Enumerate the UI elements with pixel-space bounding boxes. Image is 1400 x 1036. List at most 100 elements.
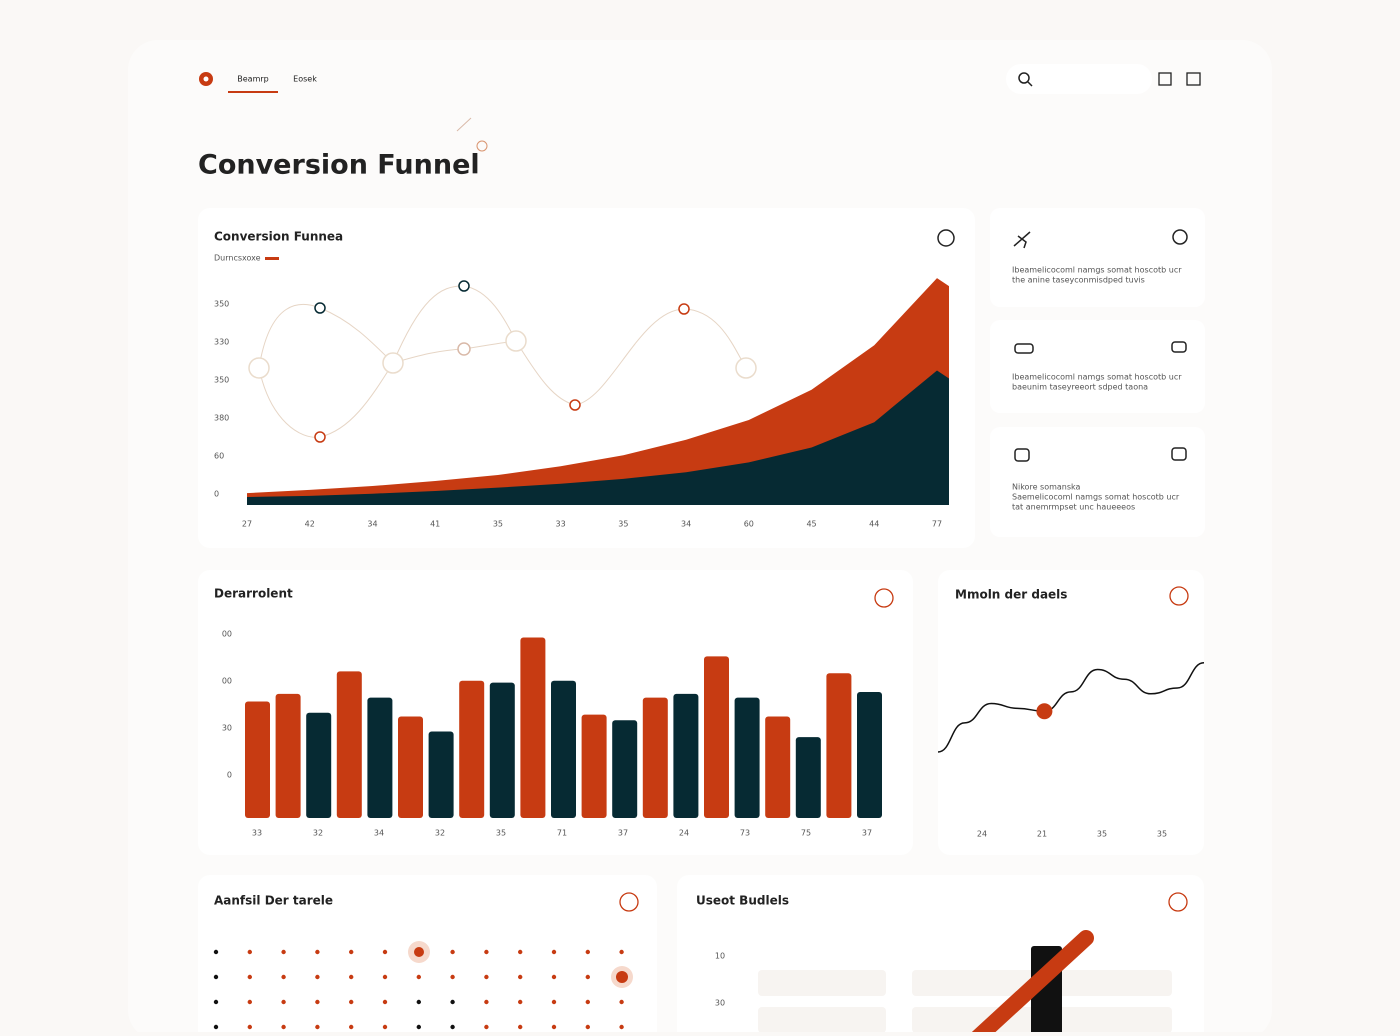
dot <box>619 999 624 1005</box>
bar <box>795 737 821 818</box>
legend-swatch <box>265 257 279 260</box>
dot <box>281 949 286 955</box>
dot <box>518 974 523 980</box>
chart-title: Aanfsil Der tarele <box>214 894 333 908</box>
dot <box>518 1024 523 1030</box>
dot <box>213 949 219 955</box>
bus-icon <box>1171 447 1187 461</box>
dot <box>416 1024 421 1030</box>
card <box>990 208 1205 307</box>
x-tick-label: 34 <box>681 520 691 529</box>
x-tick-label: 21 <box>1037 830 1047 839</box>
dot <box>450 1024 455 1030</box>
bar <box>489 682 515 818</box>
dot <box>247 999 252 1005</box>
x-tick-label: 41 <box>430 520 440 529</box>
dot <box>247 974 252 980</box>
card <box>990 427 1205 537</box>
search-icon <box>1018 72 1030 84</box>
bar <box>704 656 729 818</box>
x-tick-label: 77 <box>932 520 942 529</box>
dot <box>484 949 489 955</box>
x-tick-label: 71 <box>557 829 567 838</box>
decor <box>476 140 488 152</box>
plane-icon <box>1013 231 1031 249</box>
search-icon <box>1027 81 1033 87</box>
decor-markers <box>248 280 757 443</box>
budget-row <box>758 970 886 996</box>
dot <box>416 999 421 1005</box>
area <box>247 278 949 505</box>
chart-title: Conversion Funnea <box>214 230 343 244</box>
x-tick-label: 27 <box>242 520 252 529</box>
clock-icon[interactable] <box>1172 229 1188 245</box>
y-tick-label: 00 <box>222 677 232 686</box>
x-tick-label: 35 <box>618 520 628 529</box>
x-tick-label: 73 <box>740 829 750 838</box>
bar <box>826 673 852 818</box>
card-text: Ibeamelicocoml namgs somat hoscotb ucr <box>1012 373 1182 382</box>
dot <box>315 1024 320 1030</box>
x-tick-label: 33 <box>252 829 262 838</box>
y-tick-label: 00 <box>222 630 232 639</box>
y-tick-label: 380 <box>214 414 229 423</box>
dot <box>281 999 286 1005</box>
dot <box>484 999 489 1005</box>
card-text: Ibeamelicocoml namgs somat hoscotb ucr <box>1012 266 1182 275</box>
y-tick-label: 0 <box>214 490 219 499</box>
calendar-icon[interactable] <box>1158 72 1172 86</box>
dot <box>349 999 354 1005</box>
x-tick-label: 32 <box>313 829 323 838</box>
dot <box>585 1024 590 1030</box>
dot <box>484 974 489 980</box>
dot <box>551 949 557 955</box>
dot <box>281 974 286 980</box>
bar <box>336 671 362 818</box>
search-box[interactable] <box>1006 64 1152 94</box>
dot <box>315 999 320 1005</box>
clock-icon[interactable] <box>937 229 955 247</box>
dot <box>585 949 590 955</box>
page-title: Conversion Funnel <box>198 150 480 181</box>
bar <box>612 720 638 818</box>
car-icon <box>1014 343 1034 354</box>
dot <box>382 949 388 955</box>
x-tick-label: 35 <box>496 829 506 838</box>
dot <box>213 1024 219 1030</box>
bar <box>551 680 576 818</box>
x-tick-label: 42 <box>305 520 315 529</box>
car-icon <box>1171 341 1187 353</box>
y-tick-label: 10 <box>715 952 725 961</box>
x-tick-label: 34 <box>374 829 384 838</box>
card-text: Saemelicocoml namgs somat hoscotb ucr <box>1012 493 1180 502</box>
budget-trend <box>968 930 1094 1036</box>
y-tick-label: 350 <box>214 376 229 385</box>
bar <box>245 701 270 818</box>
dot <box>382 974 388 980</box>
dot <box>247 949 252 955</box>
arrow-icons[interactable] <box>619 586 1189 912</box>
x-tick-label: 24 <box>977 830 987 839</box>
card-text: the anine taseyconmisdped tuvis <box>1012 276 1145 285</box>
x-tick-label: 75 <box>801 829 811 838</box>
nav-tab[interactable]: Eosek <box>293 75 317 84</box>
bar <box>459 680 485 818</box>
bar <box>428 731 454 818</box>
calendar-icon[interactable] <box>1186 72 1201 86</box>
highlight-point <box>1036 703 1053 720</box>
area <box>247 370 949 505</box>
dot <box>213 974 219 980</box>
x-tick-label: 44 <box>869 520 879 529</box>
bar <box>734 697 760 818</box>
card-text: tat anemrmpset unc haueeeos <box>1012 503 1135 512</box>
dot <box>382 1024 388 1030</box>
dot <box>349 974 354 980</box>
y-tick-label: 60 <box>214 452 224 461</box>
dot <box>247 1024 252 1030</box>
dot-big <box>414 947 424 957</box>
x-tick-label: 37 <box>618 829 628 838</box>
dot <box>213 999 219 1005</box>
x-tick-label: 35 <box>1097 830 1107 839</box>
nav-tab[interactable]: Beamrp <box>237 75 268 84</box>
dot-big <box>616 971 628 983</box>
